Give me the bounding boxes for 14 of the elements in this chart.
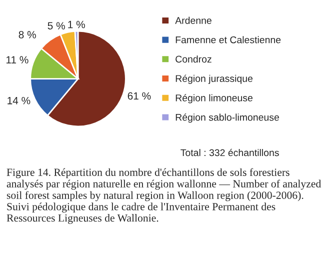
- legend-label: Région sablo-limoneuse: [176, 114, 279, 123]
- data-label: 1 %: [68, 20, 85, 28]
- data-label: 5 %: [48, 22, 65, 30]
- data-label: 11 %: [6, 56, 28, 64]
- data-label: 14 %: [8, 96, 30, 104]
- legend-label: Région jurassique: [176, 74, 253, 84]
- text: Total : 332 échantillons: [180, 148, 279, 156]
- legend-label: Famenne et Calestienne: [176, 36, 281, 44]
- data-label: 61 %: [128, 92, 151, 100]
- legend-label: Région limoneuse: [176, 94, 253, 104]
- legend-label: Condroz: [176, 55, 212, 63]
- legend-label: Ardenne: [175, 16, 212, 24]
- data-label: 8 %: [18, 30, 36, 38]
- caption: Figure 14. Répartition du nombre d'échantillons de sols forestiers analysés par région naturelle en région wallonne — Number of analyzed soil forest samples by natural region in Walloon region (2000-2006). Suivi pédologique dans le cadre de l'Inventaire Permanent des Ressources Ligneuses de Wallonie.: [6, 168, 322, 224]
